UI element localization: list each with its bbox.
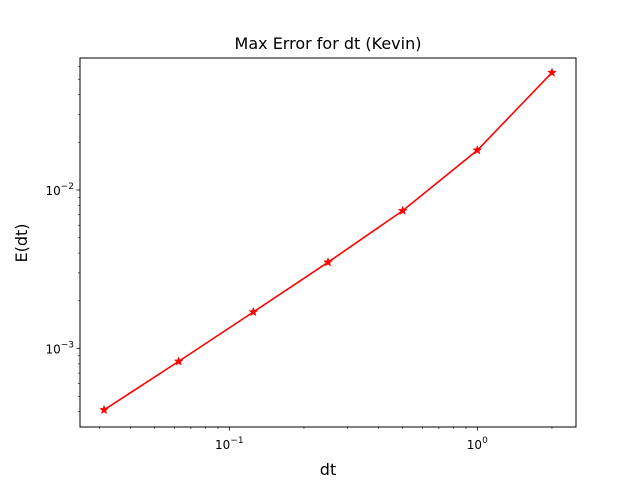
data-point-marker	[99, 404, 109, 415]
data-series	[99, 67, 557, 415]
data-point-marker	[248, 306, 259, 317]
plot-frame	[79, 57, 577, 428]
x-axis-label: dt	[320, 460, 336, 479]
y-tick-label: 10−2	[45, 182, 74, 198]
x-tick-label: 10−1	[215, 436, 244, 452]
chart-title: Max Error for dt (Kevin)	[235, 34, 422, 53]
y-tick-label: 10−3	[45, 341, 74, 357]
tick-labels: 10−1 100 10−3 10−2	[45, 182, 488, 452]
y-axis-label: E(dt)	[12, 223, 31, 262]
data-point-marker	[397, 205, 408, 215]
data-point-marker	[547, 67, 557, 77]
x-tick-label: 100	[467, 436, 488, 452]
data-point-marker	[472, 145, 483, 155]
data-point-marker	[173, 356, 184, 366]
data-point-marker	[323, 257, 333, 267]
